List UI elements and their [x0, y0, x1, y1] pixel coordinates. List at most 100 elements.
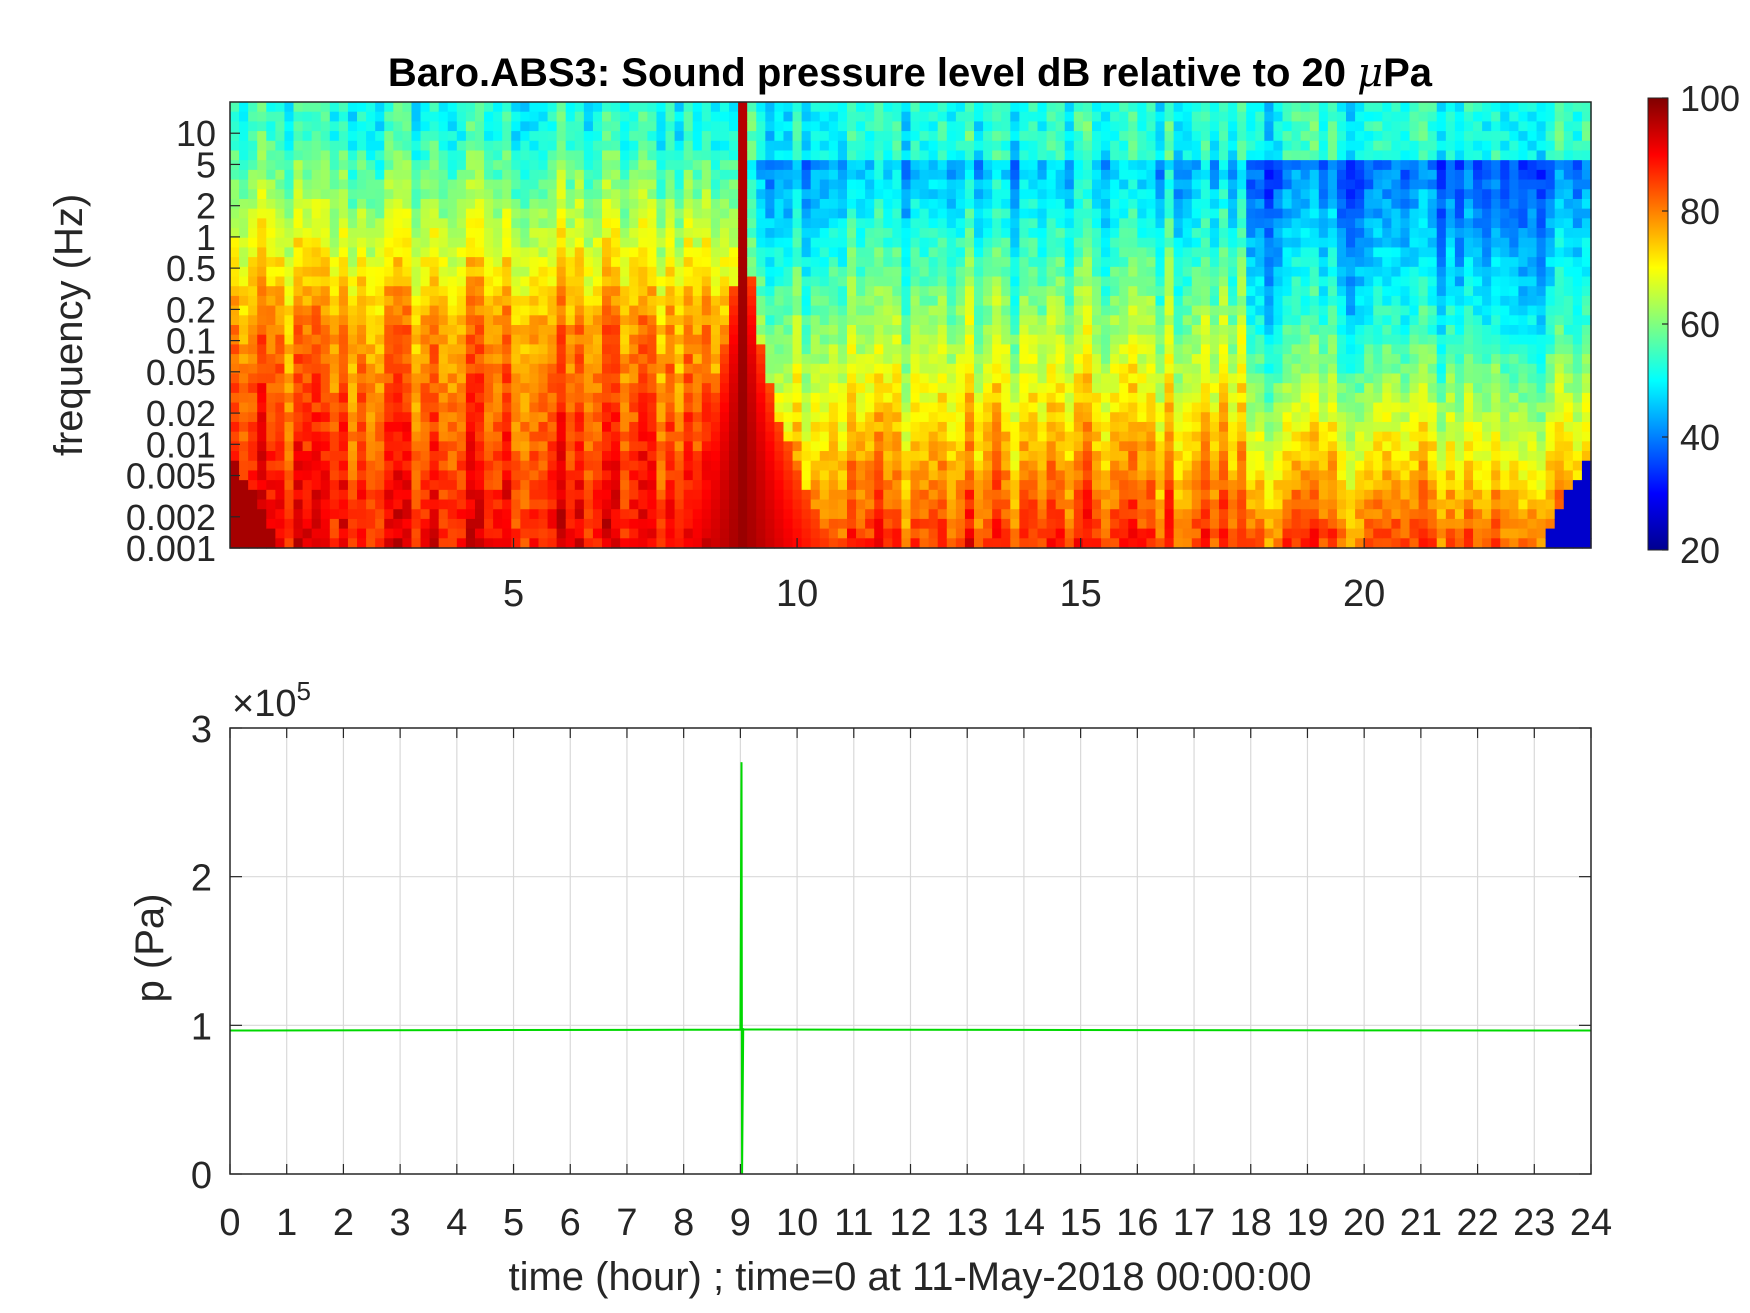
spectrogram-cell [1046, 286, 1057, 297]
spectrogram-cell [937, 198, 948, 210]
spectrogram-cell [502, 121, 512, 132]
spectrogram-cell [974, 228, 984, 239]
spectrogram-cell [1082, 334, 1093, 345]
spectrogram-cell [602, 509, 612, 520]
spectrogram-cell [747, 441, 757, 452]
spectrogram-cell [1082, 189, 1093, 200]
spectrogram-cell [411, 305, 422, 316]
spectrogram-cell [665, 247, 676, 258]
spectrogram-cell [547, 160, 558, 171]
spectrogram-cell [538, 383, 549, 394]
spectrogram-cell [474, 402, 485, 413]
spectrogram-cell [1200, 383, 1211, 394]
spectrogram-cell [1091, 402, 1102, 413]
spectrogram-cell [329, 150, 340, 161]
spectrogram-cell [756, 111, 766, 122]
spectrogram-cell [474, 518, 485, 530]
spectrogram-cell [865, 198, 875, 210]
spectrogram-cell [620, 480, 630, 491]
spectrogram-cell [1091, 102, 1102, 113]
spectrogram-cell [792, 315, 803, 326]
spectrogram-cell [611, 305, 621, 316]
spectrogram-cell [411, 208, 422, 219]
spectrogram-cell [1119, 441, 1129, 452]
spectrogram-cell [1137, 460, 1147, 472]
spectrogram-cell [565, 140, 576, 152]
spectrogram-cell [565, 460, 576, 472]
spectrogram-cell [928, 305, 939, 316]
spectrogram-cell [983, 198, 993, 210]
spectrogram-cell [974, 489, 984, 501]
spectrogram-cell [992, 218, 1002, 229]
spectrogram-cell [538, 257, 549, 268]
spectrogram-cell [456, 198, 467, 210]
spectrogram-cell [248, 228, 258, 239]
spectrogram-cell [1073, 363, 1084, 375]
spectrogram-cell [529, 295, 540, 307]
spectrogram-cell [592, 228, 603, 239]
spectrogram-cell [1182, 431, 1193, 442]
spectrogram-cell [1064, 315, 1075, 326]
spectrogram-cell [347, 363, 358, 375]
spectrogram-cell [1119, 325, 1129, 336]
spectrogram-cell [402, 325, 413, 336]
spectrogram-cell [819, 247, 830, 258]
spectrogram-cell [1055, 160, 1066, 171]
spectrogram-cell [783, 363, 794, 375]
spectrogram-cell [402, 528, 413, 539]
spectrogram-cell [992, 528, 1002, 539]
spectrogram-cell [366, 325, 376, 336]
spectrogram-cell [883, 228, 893, 239]
spectrogram-cell [692, 334, 703, 345]
spectrogram-cell [656, 257, 667, 268]
spectrogram-cell [656, 499, 667, 510]
spectrogram-cell [248, 179, 258, 190]
spectrogram-cell [719, 412, 730, 423]
spectrogram-cell [411, 160, 422, 171]
spectrogram-cell [538, 518, 549, 530]
spectrogram-cell [955, 218, 966, 229]
spectrogram-cell [683, 470, 694, 481]
spectrogram-cell [756, 305, 766, 316]
spectrogram-cell [983, 334, 993, 345]
spectrogram-cell [1064, 363, 1075, 375]
spectrogram-cell [275, 257, 286, 268]
spectrogram-cell [638, 441, 648, 452]
spectrogram-cell [883, 325, 893, 336]
spectrogram-cell [502, 131, 512, 142]
spectrogram-cell [656, 237, 667, 249]
spectrogram-cell [239, 276, 249, 287]
spectrogram-cell [1146, 228, 1157, 239]
spectrogram-cell [665, 228, 676, 239]
spectrogram-cell [230, 189, 240, 200]
spectrogram-cell [529, 160, 540, 171]
spectrogram-cell [992, 460, 1002, 472]
spectrogram-cell [765, 102, 775, 113]
spectrogram-cell [792, 140, 803, 152]
spectrogram-cell [828, 470, 839, 481]
spectrogram-cell [1082, 528, 1093, 539]
spectrogram-cell [1010, 286, 1020, 297]
spectrogram-cell [738, 266, 748, 278]
spectrogram-cell [928, 421, 939, 433]
spectrogram-cell [465, 189, 476, 200]
spectrogram-cell [783, 257, 794, 268]
spectrogram-cell [756, 373, 766, 384]
spectrogram-cell [1082, 392, 1093, 404]
spectrogram-cell [856, 169, 866, 181]
spectrogram-cell [946, 538, 957, 549]
spectrogram-cell [719, 373, 730, 384]
spectrogram-cell [1209, 237, 1220, 249]
spectrogram-cell [783, 441, 794, 452]
spectrogram-cell [774, 470, 785, 481]
spectrogram-cell [729, 363, 739, 375]
spectrogram-cell [574, 441, 585, 452]
spectrogram-cell [1191, 247, 1202, 258]
spectrogram-cell [239, 363, 249, 375]
spectrogram-cell [302, 218, 313, 229]
spectrogram-cell [1200, 169, 1211, 181]
spectrogram-cell [1164, 509, 1175, 520]
spectrogram-cell [411, 528, 422, 539]
spectrogram-cell [810, 470, 821, 481]
spectrogram-cell [602, 189, 612, 200]
